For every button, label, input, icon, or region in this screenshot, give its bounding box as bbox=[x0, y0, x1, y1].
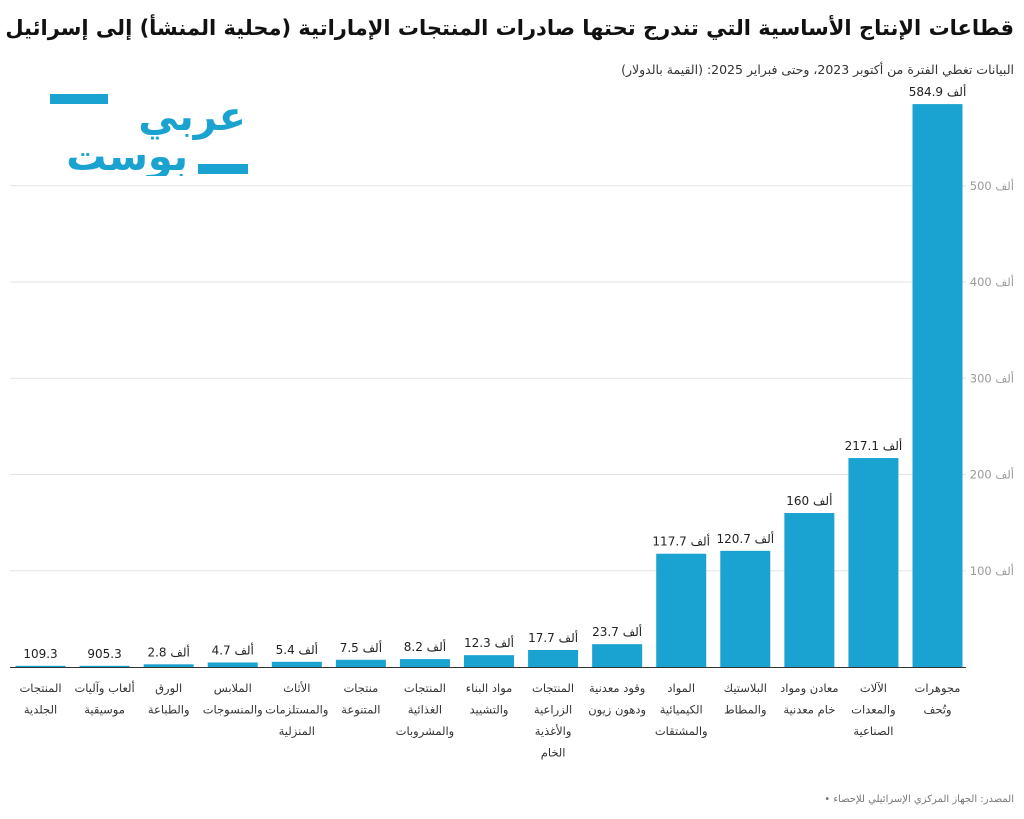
value-label: 160 ألف bbox=[786, 493, 832, 508]
value-label: 12.3 ألف bbox=[464, 635, 514, 650]
bar bbox=[784, 513, 835, 667]
bar bbox=[399, 659, 450, 667]
bar bbox=[207, 662, 258, 667]
bar bbox=[848, 458, 899, 667]
bars bbox=[15, 104, 963, 667]
bar bbox=[912, 104, 963, 667]
category-label: الآلات والمعدات الصناعية bbox=[851, 681, 896, 738]
value-label: 7.5 ألف bbox=[340, 640, 382, 655]
category-label: ألعاب وآليات موسيقية bbox=[74, 680, 134, 718]
value-label: 109.3 bbox=[23, 647, 57, 661]
category-label: منتجات المتنوعة bbox=[341, 681, 380, 718]
category-label: الملابس والمنسوجات bbox=[203, 681, 263, 718]
bar bbox=[143, 664, 194, 667]
category-label: معادن ومواد خام معدنية bbox=[780, 681, 838, 717]
category-label: المنتجات الزراعية والأغذية الخام bbox=[532, 681, 574, 760]
category-labels: مجوهرات وتُحف الآلات والمعدات الصناعية معادن … bbox=[19, 680, 960, 760]
value-label: 17.7 ألف bbox=[528, 630, 578, 645]
value-label: 117.7 ألف bbox=[652, 534, 710, 549]
bar bbox=[15, 665, 66, 667]
bar bbox=[528, 649, 579, 667]
category-label: الورق والطباعة bbox=[148, 681, 190, 718]
bar bbox=[656, 553, 707, 667]
bar bbox=[79, 665, 130, 667]
category-label: مجوهرات وتُحف bbox=[915, 681, 961, 718]
category-label: البلاستيك والمطاط bbox=[724, 681, 767, 718]
logo-bar-top bbox=[50, 94, 108, 104]
value-label: 23.7 ألف bbox=[592, 624, 642, 639]
bar bbox=[271, 661, 322, 667]
y-tick-label: 400 ألف bbox=[970, 274, 1014, 289]
y-tick-label: 200 ألف bbox=[970, 467, 1014, 482]
chart-title: قطاعات الإنتاج الأساسية التي تندرج تحتها… bbox=[5, 16, 1014, 40]
category-label: المنتجات الغذائية والمشروبات bbox=[396, 681, 455, 739]
bar bbox=[464, 655, 515, 667]
value-label: 4.7 ألف bbox=[212, 642, 254, 657]
bar bbox=[720, 550, 771, 667]
value-label: 8.2 ألف bbox=[404, 639, 446, 654]
value-label: 584.9 ألف bbox=[909, 84, 967, 99]
value-label: 2.8 ألف bbox=[147, 644, 189, 659]
value-labels: 584.9 ألف 217.1 ألف 160 ألف 120.7 ألف 117.7 … bbox=[23, 84, 966, 661]
value-label: 5.4 ألف bbox=[276, 642, 318, 657]
category-label: مواد البناء والتشييد bbox=[466, 681, 513, 718]
source-note: المصدر: الجهاز المركزي الإسرائيلي للإحصا… bbox=[824, 794, 1014, 805]
bar bbox=[592, 644, 643, 667]
arabi-post-logo: عربي بوست bbox=[50, 94, 248, 176]
y-tick-label: 500 ألف bbox=[970, 178, 1014, 193]
y-tick-label: 300 ألف bbox=[970, 370, 1014, 385]
value-label: 217.1 ألف bbox=[845, 438, 903, 453]
chart-subtitle: البيانات تغطي الفترة من أكتوبر 2023، وحت… bbox=[621, 62, 1014, 77]
y-axis-ticks: 100 ألف 200 ألف 300 ألف 400 ألف 500 ألف bbox=[970, 178, 1014, 578]
category-label: المواد الكيميائية والمشتقات bbox=[655, 681, 708, 739]
y-tick-label: 100 ألف bbox=[970, 563, 1014, 578]
category-label: الأثاث والمستلزمات المنزلية bbox=[265, 681, 328, 739]
category-label: وقود معدنية ودهون زيون bbox=[588, 681, 646, 718]
logo-bar-bottom bbox=[198, 164, 248, 174]
value-label: 120.7 ألف bbox=[716, 531, 774, 546]
logo-text-line2: بوست bbox=[66, 134, 188, 176]
value-label: 905.3 bbox=[87, 647, 121, 661]
logo-text-line1: عربي bbox=[138, 94, 246, 140]
category-label: المنتجات الجلدية bbox=[19, 681, 61, 717]
bar bbox=[335, 659, 386, 667]
